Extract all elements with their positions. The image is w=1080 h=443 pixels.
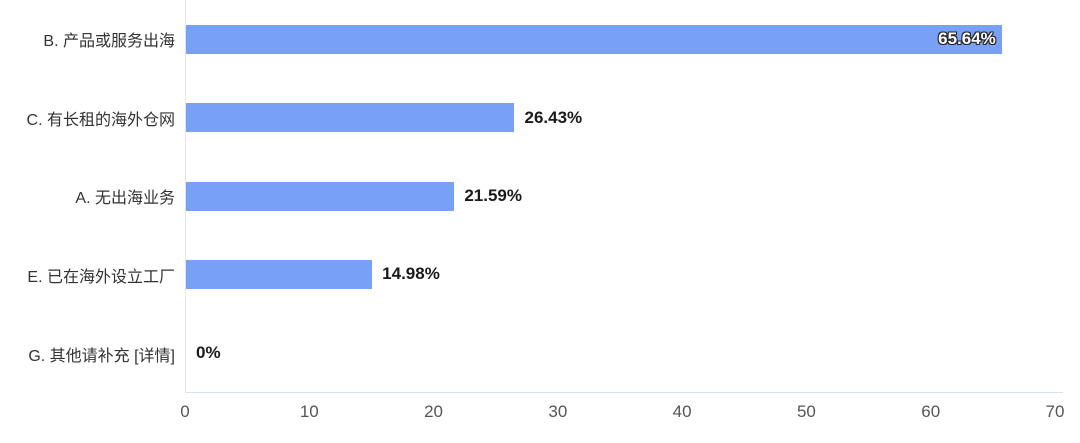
bar-row: 14.98% — [186, 235, 1063, 313]
value-label-e: 14.98% — [382, 264, 440, 284]
bar-b: 65.64% — [186, 24, 1002, 54]
bar-e — [186, 259, 373, 289]
category-label-b: B. 产品或服务出海 — [43, 33, 175, 51]
category-label-c: C. 有长租的海外仓网 — [26, 111, 175, 129]
bar-c — [186, 103, 515, 133]
bar-row: 26.43% — [186, 78, 1063, 156]
bar-a — [186, 181, 455, 211]
x-tick-40: 40 — [672, 402, 692, 421]
x-tick-20: 20 — [424, 402, 444, 421]
x-tick-10: 10 — [299, 402, 319, 421]
plot-region: B. 产品或服务出海 C. 有长租的海外仓网 A. 无出海业务 E. 已在海外设… — [0, 0, 1063, 393]
category-label-g: G. 其他请补充 [详情] — [28, 347, 175, 365]
category-axis: B. 产品或服务出海 C. 有长租的海外仓网 A. 无出海业务 E. 已在海外设… — [0, 0, 185, 393]
x-tick-50: 50 — [796, 402, 816, 421]
bar-row: 0% — [186, 314, 1063, 392]
x-axis: 0 10 20 30 40 50 60 70 — [180, 393, 1080, 443]
value-label-a: 21.59% — [464, 186, 522, 206]
category-label-e: E. 已在海外设立工厂 — [27, 269, 175, 287]
x-tick-30: 30 — [548, 402, 568, 421]
bar-row: 65.64% — [186, 0, 1063, 78]
plot-area: 65.64% 26.43% 21.59% 14.98% 0% — [185, 0, 1063, 393]
bar-row: 21.59% — [186, 157, 1063, 235]
x-tick-60: 60 — [921, 402, 941, 421]
x-tick-70: 70 — [1045, 402, 1065, 421]
x-tick-0: 0 — [180, 402, 190, 421]
value-label-c: 26.43% — [524, 107, 583, 127]
category-label-a: A. 无出海业务 — [75, 190, 175, 208]
value-label-b: 65.64% — [938, 29, 996, 49]
value-label-g: 0% — [196, 342, 221, 362]
